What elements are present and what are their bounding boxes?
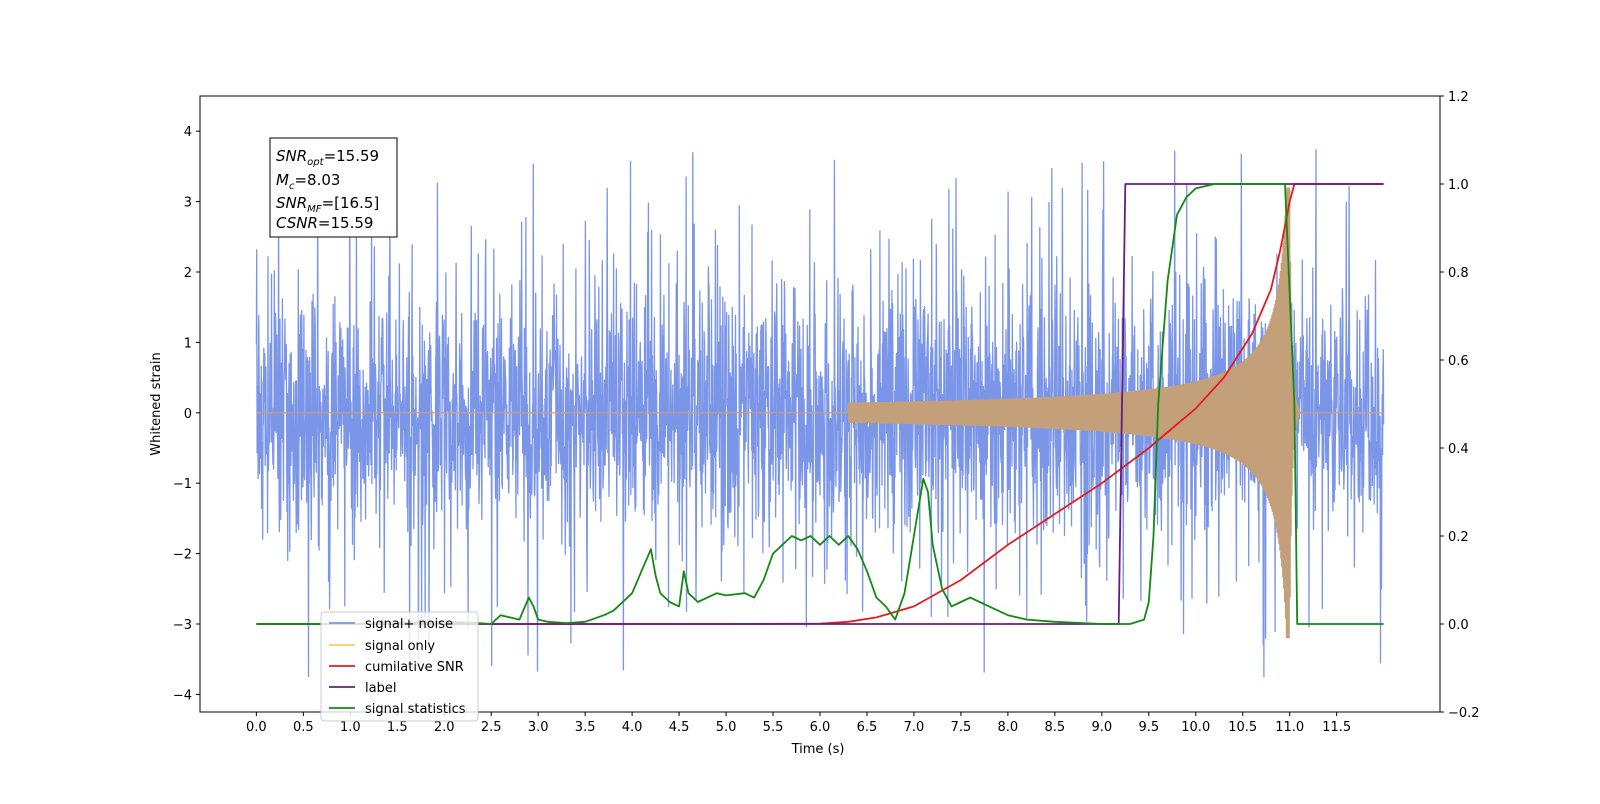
y2-tick-label: 1.0 [1448, 178, 1469, 193]
y2-tick-label: 0.4 [1448, 442, 1469, 457]
y-tick-label: 2 [184, 266, 192, 281]
x-tick-label: 1.0 [340, 720, 361, 735]
y2-tick-label: 0.0 [1448, 618, 1469, 633]
annotation-csnr: CSNR=15.59 [276, 214, 373, 232]
x-tick-label: 10.0 [1181, 720, 1210, 735]
series-signal-statistics [256, 183, 1384, 625]
x-tick-label: 2.0 [434, 720, 455, 735]
x-tick-label: 8.5 [1045, 720, 1066, 735]
x-tick-label: 3.0 [528, 720, 549, 735]
series-label [256, 183, 1384, 625]
x-axis: 0.0 0.5 1.0 1.5 2.0 2.5 3.0 3.5 4.0 4.5 5.0 5.5 6.0 6… [246, 712, 1351, 735]
y2-tick-label: 0.8 [1448, 266, 1469, 281]
x-tick-label: 0.5 [293, 720, 314, 735]
series-cumulative-snr [256, 183, 1384, 625]
x-tick-label: 3.5 [575, 720, 596, 735]
y-tick-label: 3 [184, 196, 192, 211]
x-tick-label: 2.5 [481, 720, 502, 735]
x-tick-label: 4.0 [622, 720, 643, 735]
y-tick-label: 0 [184, 407, 192, 422]
legend-label-signal-noise: signal+ noise [365, 617, 453, 632]
x-tick-label: 9.0 [1091, 720, 1112, 735]
x-tick-label: 4.5 [669, 720, 690, 735]
y-tick-label: −4 [173, 688, 192, 703]
x-tick-label: 11.5 [1322, 720, 1351, 735]
y2-tick-label: 1.2 [1448, 90, 1469, 105]
y-tick-label: 1 [184, 336, 192, 351]
x-tick-label: 11.0 [1275, 720, 1304, 735]
x-tick-label: 7.5 [951, 720, 972, 735]
x-tick-label: 5.0 [716, 720, 737, 735]
series-signal-noise [255, 148, 1385, 678]
annotation-box: SNRopt=15.59 Mc=8.03 SNRMF=[16.5] CSNR=1… [269, 137, 398, 238]
y2-tick-label: 0.2 [1448, 530, 1469, 545]
x-tick-label: 5.5 [763, 720, 784, 735]
y-axis-label: Whitened strain [149, 352, 164, 455]
legend-label-signal-only: signal only [365, 639, 435, 654]
annotation-snr-mf: SNRMF=[16.5] [276, 194, 379, 215]
x-tick-label: 1.5 [387, 720, 408, 735]
y-tick-label: −2 [173, 548, 192, 563]
x-tick-label: 10.5 [1228, 720, 1257, 735]
y-tick-label: −1 [173, 477, 192, 492]
x-tick-label: 7.0 [904, 720, 925, 735]
legend-label-cumulative-snr: cumilative SNR [365, 660, 464, 675]
x-tick-label: 0.0 [246, 720, 267, 735]
legend: signal+ noise signal only cumilative SNR… [320, 611, 479, 722]
x-tick-label: 9.5 [1138, 720, 1159, 735]
y-axis-left: −4 −3 −2 −1 0 1 2 3 4 [173, 125, 200, 703]
x-tick-label: 8.0 [998, 720, 1019, 735]
series-layer [255, 148, 1385, 678]
annotation-snr-opt: SNRopt=15.59 [276, 147, 379, 168]
y-axis-right: −0.2 0.0 0.2 0.4 0.6 0.8 1.0 1.2 [1440, 90, 1480, 721]
x-axis-label: Time (s) [791, 742, 845, 757]
y-tick-label: 4 [184, 125, 192, 140]
series-signal-only [256, 187, 1384, 639]
legend-label-label: label [365, 681, 396, 696]
legend-label-signal-statistics: signal statistics [365, 702, 466, 717]
annotation-chirp-mass: Mc=8.03 [276, 171, 340, 192]
y2-tick-label: 0.6 [1448, 354, 1469, 369]
x-tick-label: 6.0 [810, 720, 831, 735]
x-tick-label: 6.5 [857, 720, 878, 735]
y2-tick-label: −0.2 [1448, 706, 1480, 721]
y-tick-label: −3 [173, 618, 192, 633]
